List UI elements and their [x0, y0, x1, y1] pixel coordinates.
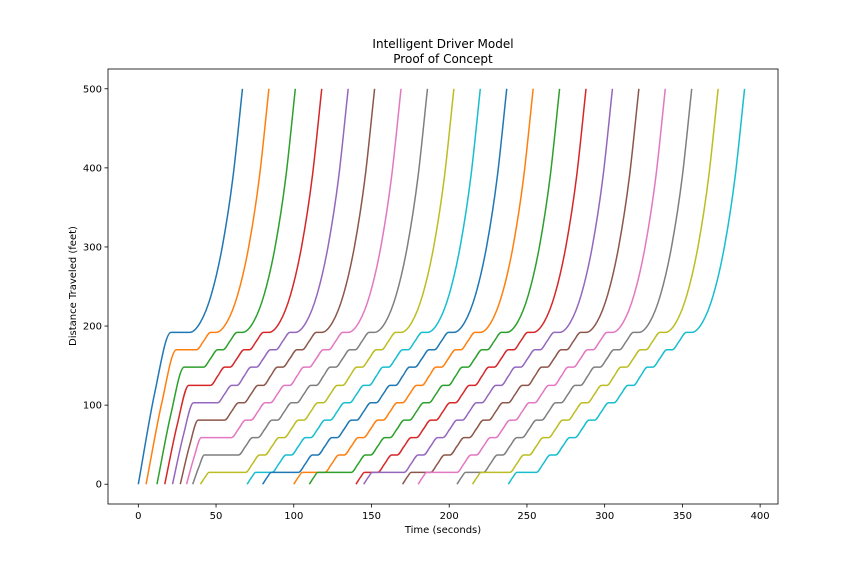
line-series — [164, 88, 323, 485]
line-series — [401, 88, 640, 485]
line-series — [246, 88, 482, 485]
line-series — [171, 88, 349, 485]
line-series — [507, 88, 746, 485]
line-series — [355, 88, 587, 485]
line-series — [137, 88, 244, 485]
x-tick-label: 100 — [284, 511, 303, 522]
x-tick-label: 200 — [440, 511, 459, 522]
x-tick-label: 0 — [135, 511, 141, 522]
line-series — [185, 88, 402, 485]
line-series — [363, 88, 614, 485]
line-series — [308, 88, 561, 485]
line-series — [471, 88, 719, 485]
y-tick-label: 0 — [96, 480, 102, 491]
line-series — [293, 88, 534, 485]
plot-frame — [107, 68, 779, 505]
y-axis-label: Distance Traveled (feet) — [68, 226, 79, 346]
x-tick-label: 250 — [517, 511, 536, 522]
y-tick-label: 200 — [83, 322, 102, 333]
line-series — [179, 88, 376, 485]
y-tick-label: 400 — [83, 163, 102, 174]
chart-subtitle: Proof of Concept — [393, 52, 493, 66]
line-series — [417, 88, 667, 485]
line-series — [199, 88, 455, 485]
line-series — [262, 88, 508, 485]
x-tick-label: 350 — [673, 511, 692, 522]
line-series — [145, 88, 270, 485]
x-axis-label: Time (seconds) — [404, 525, 481, 536]
y-tick-label: 100 — [83, 401, 102, 412]
line-series — [192, 88, 429, 485]
y-tick-label: 500 — [83, 84, 102, 95]
y-tick-label: 300 — [83, 242, 102, 253]
line-series — [156, 88, 297, 485]
x-tick-label: 400 — [751, 511, 770, 522]
chart-title: Intelligent Driver Model — [372, 37, 513, 51]
x-tick-label: 50 — [210, 511, 223, 522]
line-series — [456, 88, 693, 485]
x-tick-label: 150 — [362, 511, 381, 522]
x-tick-label: 300 — [595, 511, 614, 522]
